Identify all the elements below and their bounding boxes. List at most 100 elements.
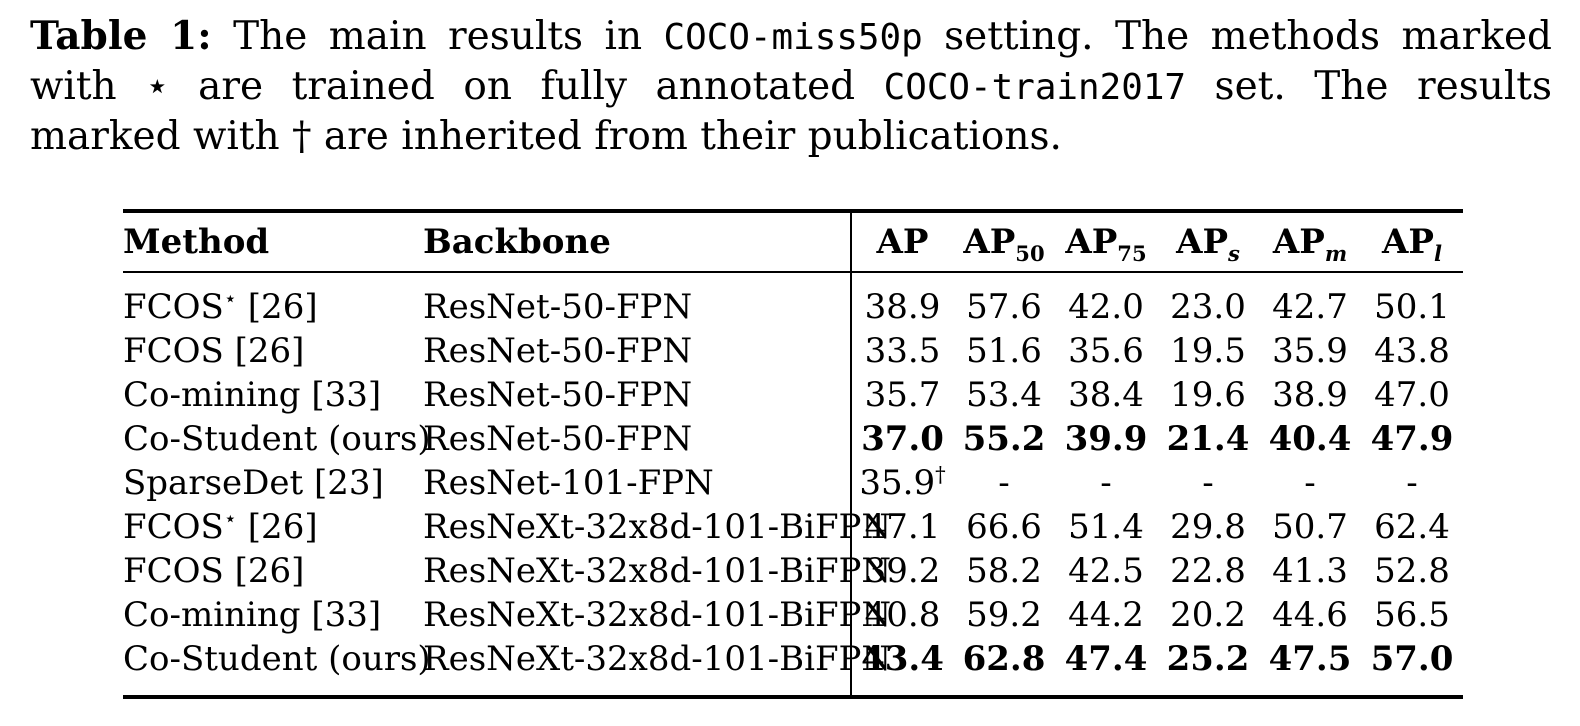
method-citation: [26] [236,287,318,327]
metric-value-cell: 57.0 [1361,637,1463,697]
metric-subscript: 50 [1015,240,1045,266]
method-name: Co-Student [123,419,318,459]
metric-value-cell: 62.8 [953,637,1055,697]
metric-value-cell: 20.2 [1157,593,1259,637]
metric-value: 52.8 [1374,551,1450,591]
metric-value: 42.7 [1272,287,1348,327]
metric-value-cell: 38.9 [850,272,953,329]
metric-value: 35.6 [1068,331,1144,371]
caption-segment: Table 1: [30,13,212,59]
metric-value-cell: 39.9 [1055,417,1157,461]
method-cell: SparseDet [23] [123,461,423,505]
metric-value: 56.5 [1374,595,1450,635]
column-header-backbone: Backbone [423,222,611,262]
metric-value-cell: 35.7 [850,373,953,417]
metric-value-cell: 42.7 [1259,272,1361,329]
caption-segment: The main results in [211,14,664,59]
table-row: FCOS⋆ [26] ResNet-50-FPN 38.9 57.6 42.0 23.0 4… [123,272,1463,329]
method-name: FCOS [123,331,224,371]
star-marker: ⋆ [223,285,237,311]
metric-value: 38.9 [864,287,941,327]
metric-value: 58.2 [966,551,1042,591]
star-marker: ⋆ [223,505,237,531]
metric-value: - [1100,463,1112,503]
metric-value: 50.1 [1374,287,1450,327]
metric-value-cell: 33.5 [850,329,953,373]
dagger-marker: † [935,461,946,487]
metric-value-cell: 25.2 [1157,637,1259,697]
table-row: Co-Student (ours) ResNet-50-FPN 37.0 55.2 39… [123,417,1463,461]
metric-subscript: 75 [1117,240,1147,266]
metric-value: 66.6 [966,507,1042,547]
method-name: Co-mining [123,375,301,415]
metric-value: 51.4 [1068,507,1144,547]
backbone-cell: ResNeXt-32x8d-101-BiFPN [423,551,892,591]
metric-value: - [1406,463,1418,503]
metric-value-cell: 55.2 [953,417,1055,461]
metric-value-cell: 38.9 [1259,373,1361,417]
metric-value-cell: 62.4 [1361,505,1463,549]
backbone-cell: ResNet-50-FPN [423,419,693,459]
method-name: Co-Student [123,639,318,679]
backbone-cell: ResNeXt-32x8d-101-BiFPN [423,639,892,679]
metric-value: 19.5 [1170,331,1246,371]
caption-segment: COCO-train2017 [883,67,1187,108]
metric-value-cell: 57.6 [953,272,1055,329]
caption-segment: ⋆ [145,64,170,109]
method-citation: [33] [300,375,382,415]
table-row: FCOS [26] ResNet-50-FPN 33.5 51.6 35.6 19.5 35… [123,329,1463,373]
metric-value: 47.5 [1268,639,1352,679]
backbone-cell: ResNet-101-FPN [423,463,714,503]
table-row: FCOS⋆ [26] ResNeXt-32x8d-101-BiFPN 47.1 66.… [123,505,1463,549]
method-name: FCOS [123,551,224,591]
method-citation: [33] [300,595,382,635]
table-caption: Table 1: The main results in COCO-miss50… [30,12,1552,161]
metric-value: 37.0 [861,419,944,459]
metric-value: 40.8 [864,595,941,635]
metric-value: 62.8 [962,639,1046,679]
metric-value: 33.5 [864,331,941,371]
metric-label: AP [1382,222,1434,262]
metric-value: 57.0 [1370,639,1454,679]
metric-value-cell: 47.5 [1259,637,1361,697]
metric-value: 22.8 [1170,551,1246,591]
metric-value: 44.6 [1272,595,1348,635]
caption-segment: are inherited from their publications. [311,114,1062,159]
caption-segment: COCO-miss50p [663,17,923,58]
metric-value-cell: 19.6 [1157,373,1259,417]
metric-value-cell: 38.4 [1055,373,1157,417]
metric-value: - [998,463,1010,503]
metric-value: - [1304,463,1316,503]
metric-value: 43.8 [1374,331,1450,371]
column-header-metric: APm [1259,211,1361,272]
method-cell: Co-mining [33] [123,593,423,637]
method-citation: (ours) [317,419,431,459]
caption-segment: set. The results marked with [30,64,1552,159]
metric-value: 47.0 [1374,375,1450,415]
metric-value-cell: 47.0 [1361,373,1463,417]
table-body: FCOS⋆ [26] ResNet-50-FPN 38.9 57.6 42.0 23.0 4… [123,272,1463,697]
metric-value-cell: 29.8 [1157,505,1259,549]
metric-value-cell: 50.1 [1361,272,1463,329]
metric-value: 42.0 [1068,287,1144,327]
column-header-metric: AP50 [953,211,1055,272]
metric-value: 21.4 [1166,419,1250,459]
method-cell: FCOS⋆ [26] [123,505,423,549]
metric-value: 20.2 [1170,595,1246,635]
backbone-cell: ResNet-50-FPN [423,375,693,415]
backbone-cell: ResNet-50-FPN [423,331,693,371]
metric-value-cell: 22.8 [1157,549,1259,593]
metric-value: 47.9 [1370,419,1454,459]
metric-value-cell: 50.7 [1259,505,1361,549]
method-cell: FCOS⋆ [26] [123,272,423,329]
metric-value-cell: 37.0 [850,417,953,461]
metric-value-cell: 56.5 [1361,593,1463,637]
metric-value-cell: 43.8 [1361,329,1463,373]
metric-value-cell: 59.2 [953,593,1055,637]
metric-value: - [1202,463,1214,503]
caption-segment: † [292,114,312,159]
metric-value-cell: 53.4 [953,373,1055,417]
metric-subscript: s [1228,240,1240,266]
method-citation: [26] [223,331,305,371]
